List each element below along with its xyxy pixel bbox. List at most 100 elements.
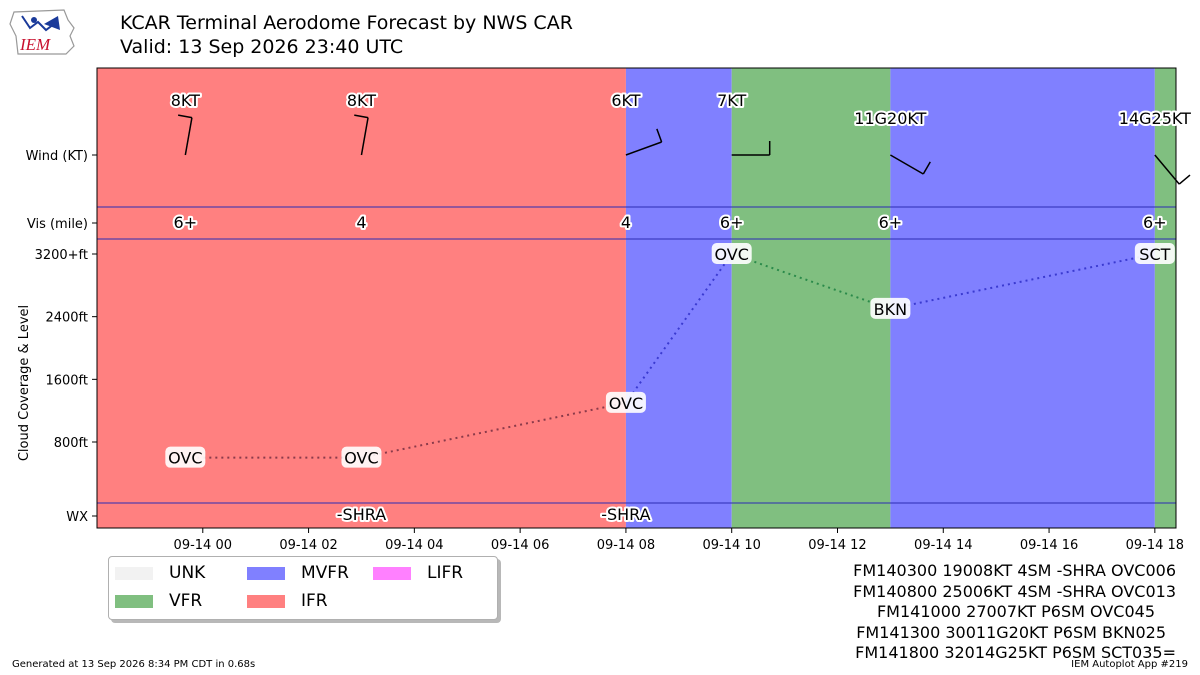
- cloud-label: OVC: [714, 245, 748, 264]
- visibility-label-halo: 6+: [174, 213, 198, 232]
- cloud-label-box: [711, 243, 752, 264]
- cloud-label: BKN: [874, 300, 907, 319]
- cloud-label: OVC: [344, 449, 378, 468]
- vis-row-label: Vis (mile): [27, 217, 88, 232]
- visibility-label-halo: 6+: [720, 213, 744, 232]
- cloud-label-box: [1134, 243, 1175, 264]
- wind-label: 8KT: [171, 91, 200, 110]
- visibility-label: 6+: [879, 213, 903, 232]
- weather-label-halo: -SHRA: [601, 505, 650, 524]
- cloud-trend-line: [625, 253, 733, 404]
- x-tick-label: 09-14 02: [279, 538, 337, 553]
- visibility-label: 6+: [1143, 213, 1167, 232]
- wind-label: 8KT: [347, 91, 376, 110]
- legend-item-mvfr: MVFR: [247, 563, 349, 583]
- cloud-label: OVC: [609, 394, 643, 413]
- cloud-trend-line: [731, 253, 891, 310]
- category-band-mvfr: [625, 68, 732, 528]
- cloud-label-box: [165, 446, 206, 468]
- x-tick-label: 09-14 14: [914, 538, 972, 553]
- wind-label: 7KT: [717, 91, 746, 110]
- y-tick-label: 1600ft: [45, 373, 88, 388]
- legend-label-mvfr: MVFR: [301, 563, 349, 583]
- weather-label-halo: -SHRA: [337, 505, 386, 524]
- wind-label-halo: 11G20KT: [854, 109, 926, 128]
- y-tick-label: 3200+ft: [35, 248, 88, 263]
- wind-barb: [184, 117, 193, 156]
- legend-label-unk: UNK: [169, 563, 206, 583]
- x-tick-label: 09-14 00: [174, 538, 232, 553]
- y-axis-label: Cloud Coverage & Level: [17, 305, 32, 461]
- legend-item-lifr: LIFR: [373, 563, 463, 583]
- plot-frame: [96, 67, 1177, 529]
- wind-barb: [1154, 154, 1180, 185]
- x-tick-label: 09-14 16: [1020, 538, 1078, 553]
- wind-barb-feather: [922, 161, 931, 175]
- wx-row-label: WX: [66, 510, 88, 525]
- wind-barb-feather: [354, 114, 369, 119]
- wind-barb-feather: [1178, 174, 1191, 185]
- legend-item-vfr: VFR: [115, 591, 202, 611]
- legend-label-vfr: VFR: [169, 591, 203, 611]
- logo-text: IEM: [19, 35, 51, 54]
- category-band-vfr: [1154, 68, 1176, 528]
- x-tick-label: 09-14 10: [702, 538, 760, 553]
- visibility-label: 6+: [720, 213, 744, 232]
- wind-barb: [890, 154, 924, 175]
- visibility-label: 4: [621, 213, 631, 232]
- visibility-label-halo: 4: [621, 213, 631, 232]
- wind-label-halo: 14G25KT: [1119, 109, 1191, 128]
- legend-swatch-vfr: [115, 594, 153, 608]
- wind-row-label: Wind (KT): [26, 149, 88, 164]
- wind-label-halo: 6KT: [611, 91, 640, 110]
- wind-label-halo: 8KT: [171, 91, 200, 110]
- x-tick-label: 09-14 18: [1126, 538, 1184, 553]
- visibility-label: 4: [356, 213, 366, 232]
- legend-label-lifr: LIFR: [427, 563, 464, 583]
- weather-label: -SHRA: [337, 505, 386, 524]
- x-tick-label: 09-14 06: [491, 538, 549, 553]
- legend-item-unk: UNK: [115, 563, 205, 583]
- taf-line: FM141300 30011G20KT P6SM BKN025: [856, 622, 1166, 642]
- wind-label: 11G20KT: [854, 109, 926, 128]
- app-label: IEM Autoplot App #219: [1071, 659, 1188, 670]
- wind-barb-feather: [178, 114, 193, 119]
- taf-line: FM141000 27007KT P6SM OVC045: [876, 602, 1155, 621]
- taf-line: FM141800 32014G25KT P6SM SCT035=: [855, 643, 1176, 662]
- legend: UNK MVFR LIFR VFR IFR: [108, 556, 498, 620]
- y-tick-label: 800ft: [54, 436, 88, 451]
- visibility-label-halo: 6+: [1143, 213, 1167, 232]
- cloud-label: OVC: [168, 449, 202, 468]
- x-tick-label: 09-14 04: [385, 538, 443, 553]
- cloud-label-box: [870, 297, 911, 319]
- wind-label-halo: 8KT: [347, 91, 376, 110]
- wind-label-halo: 7KT: [717, 91, 746, 110]
- chart-subtitle: Valid: 13 Sep 2026 23:40 UTC: [120, 36, 404, 58]
- raw-taf-text: FM140300 19008KT 4SM -SHRA OVC006 FM1408…: [853, 561, 1176, 664]
- generated-timestamp: Generated at 13 Sep 2026 8:34 PM CDT in …: [12, 659, 256, 670]
- legend-swatch-unk: [115, 566, 153, 580]
- wind-barb: [360, 117, 369, 156]
- wind-barb: [625, 141, 662, 156]
- category-band-vfr: [731, 68, 891, 528]
- taf-line: FM140300 19008KT 4SM -SHRA OVC006: [853, 561, 1176, 580]
- x-tick-label: 09-14 08: [597, 538, 655, 553]
- visibility-label-halo: 6+: [879, 213, 903, 232]
- wind-label: 14G25KT: [1119, 109, 1191, 128]
- legend-item-ifr: IFR: [247, 591, 328, 611]
- iem-logo: IEM: [9, 9, 75, 55]
- wind-barb-feather: [656, 128, 663, 143]
- cloud-label-box: [605, 391, 646, 413]
- legend-swatch-mvfr: [247, 566, 285, 580]
- x-tick-label: 09-14 12: [808, 538, 866, 553]
- visibility-label: 6+: [174, 213, 198, 232]
- cloud-label-box: [341, 446, 382, 468]
- y-tick-label: 2400ft: [45, 311, 88, 326]
- wind-label: 6KT: [611, 91, 640, 110]
- weather-label: -SHRA: [601, 505, 650, 524]
- category-band-mvfr: [890, 68, 1155, 528]
- legend-swatch-lifr: [373, 566, 411, 580]
- legend-label-ifr: IFR: [301, 591, 328, 611]
- visibility-label-halo: 4: [356, 213, 366, 232]
